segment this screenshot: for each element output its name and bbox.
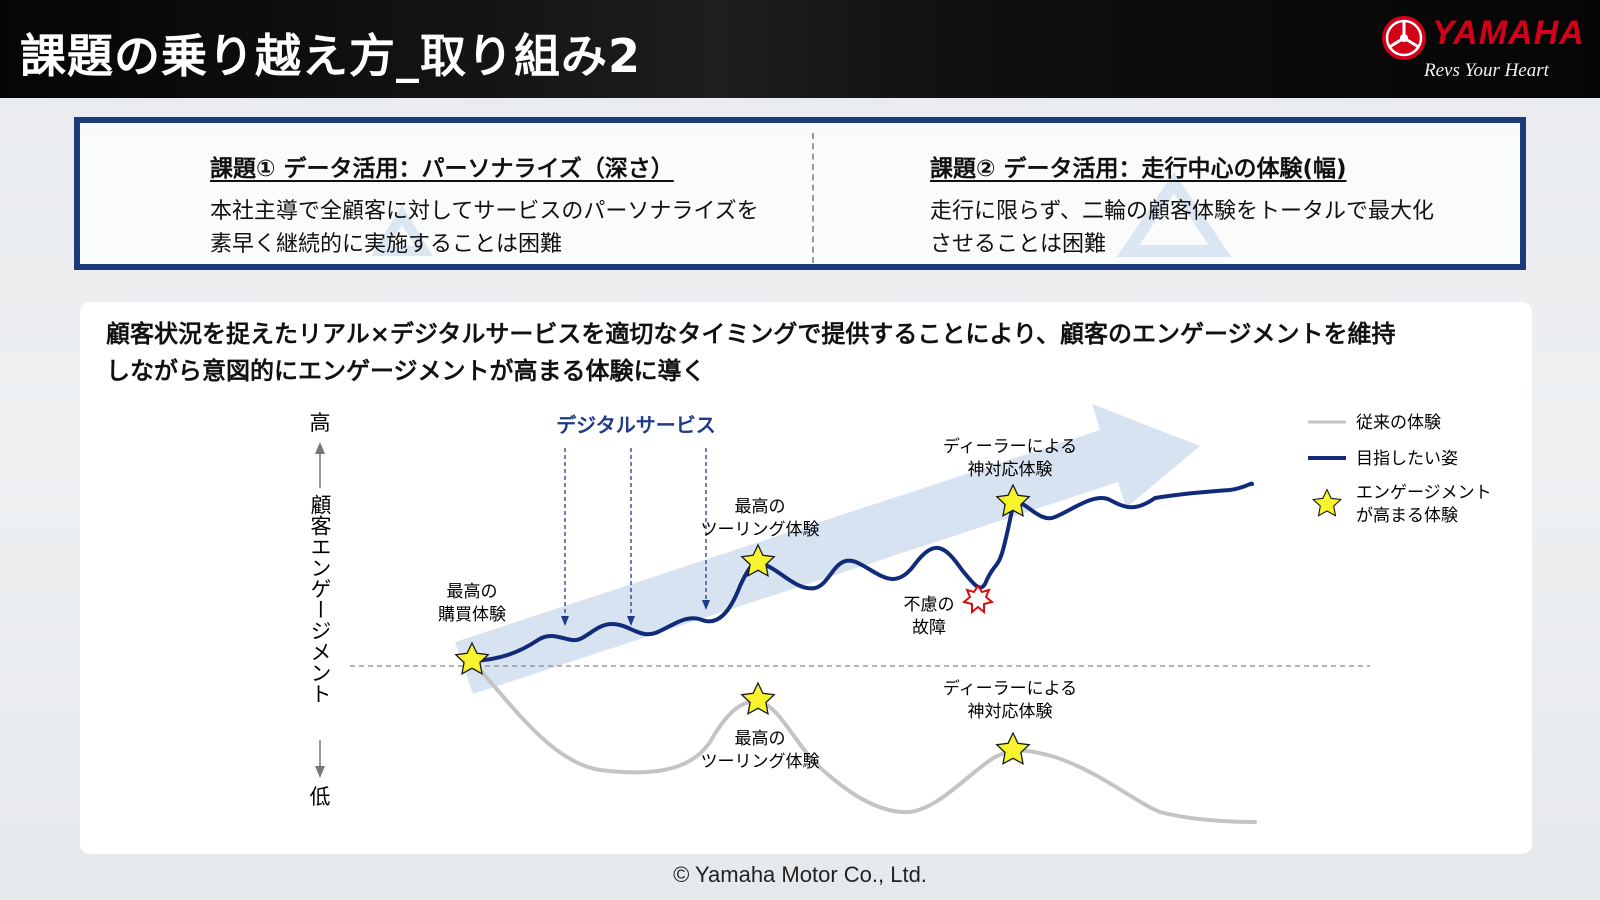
main-message-line-2: しながら意図的にエンゲージメントが高まる体験に導く: [106, 357, 706, 385]
annotation-touring-lower-line-2: ツーリング体験: [701, 752, 820, 772]
digital-service-arrowhead-3: [702, 600, 710, 610]
legend-engagement-label-line-1: エンゲージメント: [1356, 483, 1492, 503]
legend-conventional-label: 従来の体験: [1356, 413, 1441, 433]
engagement-diagram: 高 顧客エンゲージメント 低 デジタルサービス 最高の 購買体験: [308, 404, 1492, 824]
annotation-dealer-lower-line-2: 神対応体験: [968, 702, 1053, 722]
main-message: 顧客状況を捉えたリアル×デジタルサービスを適切なタイミングで提供することにより、…: [106, 316, 1395, 390]
main-message-line-1: 顧客状況を捉えたリアル×デジタルサービスを適切なタイミングで提供することにより、…: [106, 320, 1396, 348]
annotation-dealer-lower: ディーラーによる 神対応体験: [943, 678, 1077, 722]
issue-1-title: 課題① データ活用：パーソナライズ（深さ）: [210, 156, 674, 182]
conventional-experience-line: [470, 659, 1257, 824]
annotation-touring-upper: 最高の ツーリング体験: [701, 497, 820, 540]
star-dealer-lower: [996, 732, 1030, 765]
annotation-breakdown-line-1: 不慮の: [904, 595, 955, 615]
issues-divider: [812, 133, 814, 263]
legend: 従来の体験 目指したい姿 エンゲージメント が高まる体験: [1308, 413, 1492, 526]
annotation-dealer-upper-line-1: ディーラーによる: [943, 436, 1077, 457]
header-bar: 課題の乗り越え方_取り組み2 YAMAHA Revs Your Heart: [0, 0, 1600, 98]
annotation-touring-upper-line-1: 最高の: [735, 497, 786, 517]
annotation-purchase-line-2: 購買体験: [438, 605, 506, 625]
y-axis-low-label: 低: [310, 785, 331, 809]
issue-1-line-1: 本社主導で全顧客に対してサービスのパーソナライズを: [210, 199, 759, 224]
legend-star-icon: [1312, 488, 1342, 517]
yamaha-logo: YAMAHA Revs Your Heart: [1380, 12, 1590, 92]
y-axis-high-label: 高: [310, 411, 331, 435]
annotation-breakdown: 不慮の 故障: [904, 595, 955, 638]
y-axis-label: 顧客エンゲージメント: [308, 494, 332, 704]
annotation-purchase: 最高の 購買体験: [438, 582, 506, 625]
target-experience-line: [470, 481, 1254, 663]
digital-service-label: デジタルサービス: [556, 413, 716, 437]
logo-tagline: Revs Your Heart: [1424, 60, 1549, 81]
annotation-dealer-upper: ディーラーによる 神対応体験: [943, 436, 1077, 480]
digital-service-arrowhead-1: [561, 616, 569, 626]
breakdown-burst-icon: [961, 584, 995, 615]
legend-engagement-label-line-2: が高まる体験: [1356, 506, 1458, 526]
trend-arrow: [455, 404, 1200, 694]
annotation-touring-lower: 最高の ツーリング体験: [701, 729, 820, 772]
issue-2: 課題② データ活用：走行中心の体験(幅) 走行に限らず、二輪の顧客体験をトータル…: [930, 149, 1434, 261]
slide-title: 課題の乗り越え方_取り組み2: [20, 29, 642, 83]
issue-2-title: 課題② データ活用：走行中心の体験(幅): [930, 156, 1347, 182]
tuning-fork-emblem-icon: [1382, 16, 1426, 60]
y-axis-down-arrowhead: [315, 766, 325, 778]
main-panel: 顧客状況を捉えたリアル×デジタルサービスを適切なタイミングで提供することにより、…: [80, 302, 1532, 854]
background-watermark: [371, 172, 1232, 257]
annotation-touring-upper-line-2: ツーリング体験: [701, 520, 820, 540]
digital-service-arrowhead-2: [627, 616, 635, 626]
annotation-dealer-lower-line-1: ディーラーによる: [943, 678, 1077, 699]
annotation-breakdown-line-2: 故障: [912, 618, 946, 638]
y-axis-up-arrowhead: [315, 442, 325, 454]
issues-box: 課題① データ活用：パーソナライズ（深さ） 本社主導で全顧客に対してサービスのパ…: [74, 117, 1526, 270]
issue-2-line-2: させることは困難: [930, 232, 1107, 257]
annotation-dealer-upper-line-2: 神対応体験: [968, 460, 1053, 480]
annotation-purchase-line-1: 最高の: [447, 582, 498, 602]
issue-1-line-2: 素早く継続的に実施することは困難: [210, 232, 563, 257]
legend-target-label: 目指したい姿: [1356, 449, 1458, 469]
copyright-footer: © Yamaha Motor Co., Ltd.: [673, 862, 927, 887]
issue-1: 課題① データ活用：パーソナライズ（深さ） 本社主導で全顧客に対してサービスのパ…: [210, 149, 759, 261]
annotation-touring-lower-line-1: 最高の: [735, 729, 786, 749]
issue-2-line-1: 走行に限らず、二輪の顧客体験をトータルで最大化: [930, 199, 1435, 224]
logo-wordmark: YAMAHA: [1432, 14, 1585, 52]
